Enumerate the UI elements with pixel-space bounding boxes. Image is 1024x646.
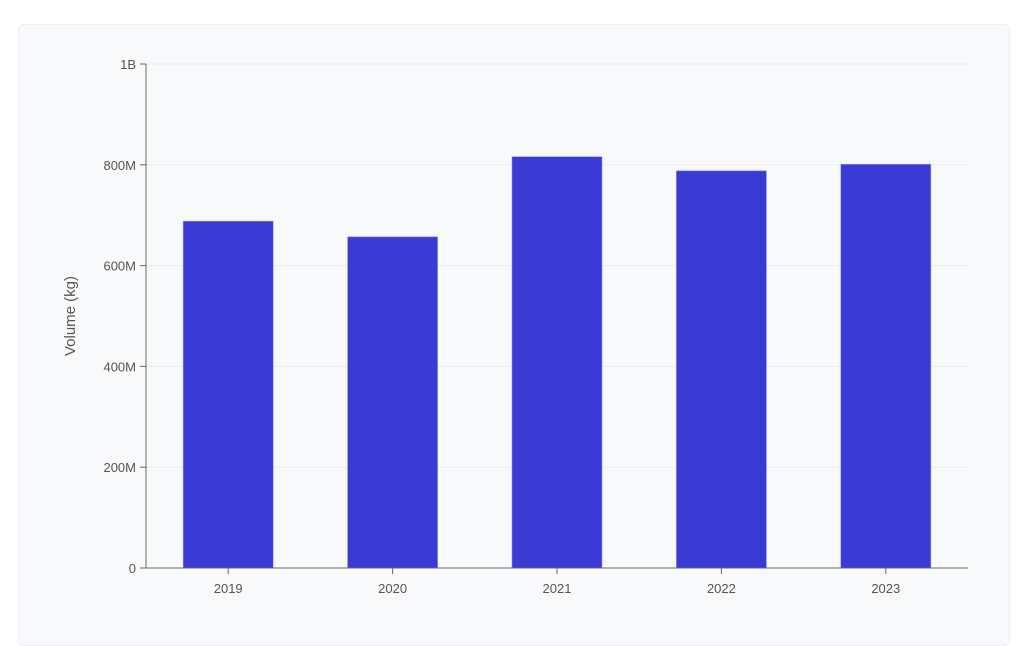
x-tick-label: 2021: [543, 581, 572, 596]
bar-2022: [676, 170, 767, 569]
bar-2020: [347, 236, 438, 569]
y-tick-label: 200M: [103, 460, 136, 475]
bar-2019: [182, 220, 274, 569]
y-tick-label: 800M: [103, 158, 136, 173]
y-tick-label: 1B: [120, 57, 136, 72]
y-tick-label: 600M: [103, 259, 136, 274]
bar-2021: [511, 156, 603, 569]
x-tick-label: 2019: [214, 581, 243, 596]
x-tick-label: 2022: [707, 581, 736, 596]
y-tick-label: 400M: [103, 359, 136, 374]
x-tick-label: 2023: [871, 581, 900, 596]
y-tick-label: 0: [129, 561, 136, 576]
y-axis-label: Volume (kg): [62, 276, 79, 356]
x-tick-label: 2020: [378, 581, 407, 596]
bar-2023: [840, 163, 932, 569]
